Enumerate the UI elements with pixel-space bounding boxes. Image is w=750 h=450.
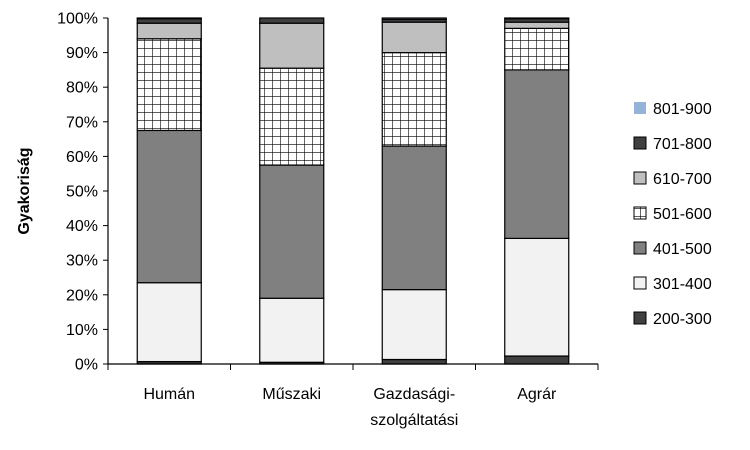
bar-segment-801-900 (504, 17, 570, 20)
legend-swatch (633, 206, 647, 220)
legend-swatch (633, 241, 647, 255)
y-tick-label: 10% (66, 322, 98, 339)
x-tick-label: Műszaki (262, 386, 321, 403)
bar-segment-610-700 (381, 21, 447, 54)
bar-segment-610-700 (259, 22, 325, 69)
y-tick-label: 60% (66, 149, 98, 166)
legend-label: 801-900 (653, 101, 712, 118)
bar-segment-401-500 (136, 129, 202, 284)
x-tick-label: Agrár (517, 386, 557, 403)
legend-label: 501-600 (653, 206, 712, 223)
y-axis-title: Gyakoriság (16, 147, 33, 234)
bar-segment-501-600 (381, 51, 447, 147)
legend-swatch (634, 102, 646, 114)
legend: 801-900 701-800 610-700 501-600 401-500 301-4… (633, 101, 712, 328)
legend-swatch (633, 311, 647, 325)
x-tick-label: Gazdasági- (373, 386, 455, 403)
legend-label: 610-700 (653, 171, 712, 188)
bar-segment-200-300 (381, 358, 447, 365)
bar-segment-701-800 (136, 18, 202, 24)
y-tick-label: 70% (66, 114, 98, 131)
plot-area (136, 17, 570, 365)
bar-segment-501-600 (136, 38, 202, 132)
y-tick-label: 50% (66, 184, 98, 201)
bar-segment-610-700 (504, 21, 570, 29)
x-tick-label: Humán (143, 386, 195, 403)
bar-segment-701-800 (259, 17, 325, 24)
bar-segment-301-400 (259, 297, 325, 363)
y-tick-label: 0% (75, 357, 98, 374)
bar-segment-401-500 (504, 69, 570, 240)
bar-segment-801-900 (136, 17, 202, 20)
x-axis: Humán Műszaki Gazdasági-szolgáltatási Agrár (107, 363, 599, 429)
y-tick-label: 100% (57, 11, 98, 28)
bar-segment-501-600 (259, 67, 325, 166)
y-tick-label: 30% (66, 253, 98, 270)
legend-swatch (633, 136, 647, 150)
y-tick-label: 20% (66, 287, 98, 304)
y-tick-label: 80% (66, 80, 98, 97)
bar-segment-200-300 (504, 355, 570, 365)
bar-segment-610-700 (136, 22, 202, 40)
y-tick-label: 90% (66, 45, 98, 62)
legend-label: 701-800 (653, 136, 712, 153)
bar-segment-301-400 (136, 282, 202, 363)
bar-segment-401-500 (381, 145, 447, 291)
bar-segment-301-400 (381, 289, 447, 361)
legend-label: 200-300 (653, 311, 712, 328)
y-tick-label: 40% (66, 218, 98, 235)
legend-swatch (633, 171, 647, 185)
x-tick-label: szolgáltatási (370, 412, 458, 429)
legend-label: 401-500 (653, 241, 712, 258)
y-axis: 0% 10% 20% 30% 40% 50% 60% 70% 80% 90% 100% (57, 11, 109, 374)
bar-segment-301-400 (504, 237, 570, 357)
legend-swatch (633, 276, 647, 290)
bar-segment-401-500 (259, 164, 325, 299)
bar-segment-801-900 (381, 17, 447, 20)
bar-segment-501-600 (504, 27, 570, 71)
legend-label: 301-400 (653, 276, 712, 293)
